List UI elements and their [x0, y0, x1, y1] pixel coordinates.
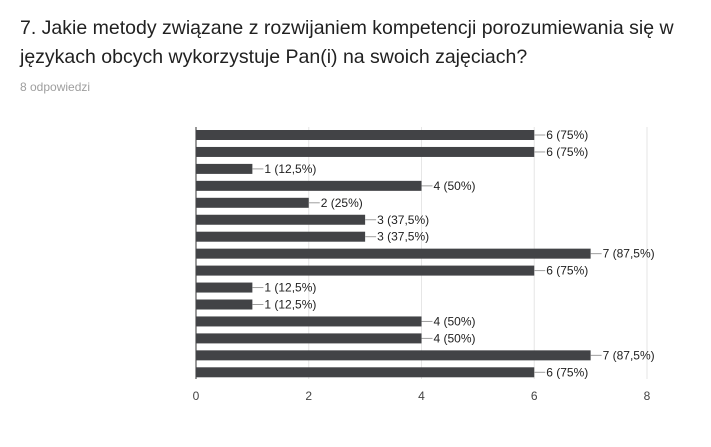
bar — [196, 146, 535, 157]
bar — [196, 299, 253, 310]
data-label: 6 (75%) — [546, 128, 588, 142]
data-label: 1 (12,5%) — [264, 162, 316, 176]
bar — [196, 180, 422, 191]
data-label: 3 (37,5%) — [377, 213, 429, 227]
x-tick-label: 2 — [305, 389, 312, 403]
response-count: 8 odpowiedzi — [20, 80, 91, 94]
data-label: 4 (50%) — [434, 331, 476, 345]
x-tick-label: 8 — [644, 389, 651, 403]
data-label: 3 (37,5%) — [377, 230, 429, 244]
x-tick-label: 0 — [193, 389, 200, 403]
data-label: 6 (75%) — [546, 365, 588, 379]
data-label: 1 (12,5%) — [264, 298, 316, 312]
bars — [196, 130, 591, 378]
bar — [196, 350, 591, 361]
data-label: 4 (50%) — [434, 314, 476, 328]
data-label: 6 (75%) — [546, 264, 588, 278]
data-label: 7 (87,5%) — [603, 247, 655, 261]
data-label: 4 (50%) — [434, 179, 476, 193]
bar — [196, 265, 535, 276]
x-tick-label: 4 — [418, 389, 425, 403]
data-label: 7 (87,5%) — [603, 348, 655, 362]
data-labels: 6 (75%) 6 (75%) 1 (12,5%) 4 (50%) 2 (25%) 3 (… — [252, 128, 655, 379]
bar — [196, 214, 366, 225]
bar — [196, 163, 253, 174]
question-title: 7. Jakie metody związane z rozwijaniem k… — [20, 17, 674, 68]
bar — [196, 231, 366, 242]
x-axis-ticks: 0 2 4 6 8 — [193, 389, 651, 403]
bar — [196, 367, 535, 378]
data-label: 6 (75%) — [546, 145, 588, 159]
bar — [196, 130, 535, 140]
bar — [196, 333, 422, 344]
bar — [196, 248, 591, 259]
bar — [196, 316, 422, 327]
bar — [196, 197, 309, 208]
bar — [196, 282, 253, 293]
data-label: 1 (12,5%) — [264, 281, 316, 295]
data-label: 2 (25%) — [321, 196, 363, 210]
x-tick-label: 6 — [531, 389, 538, 403]
